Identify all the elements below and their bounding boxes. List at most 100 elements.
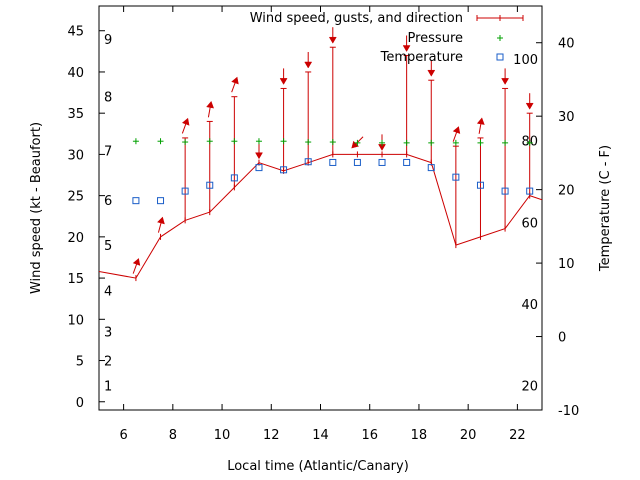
- beaufort-label: 9: [104, 33, 112, 48]
- plot-frame: [98, 5, 543, 411]
- wind-direction-arrow: [132, 258, 141, 274]
- series-layer: [99, 27, 542, 282]
- wind-direction-arrow: [255, 142, 263, 160]
- wind-direction-arrow: [181, 117, 190, 134]
- y2-tick-label: -10: [558, 404, 579, 419]
- fahrenheit-label: 100: [513, 53, 538, 68]
- wind-direction-arrow: [157, 216, 165, 233]
- beaufort-label: 6: [104, 194, 112, 209]
- temperature-point: [501, 187, 509, 195]
- y2-tick-label: 10: [558, 257, 575, 272]
- y-tick-label: 35: [67, 107, 84, 122]
- y2-tick-label: 20: [558, 184, 575, 199]
- beaufort-label: 1: [104, 379, 112, 394]
- pressure-point: [452, 139, 459, 146]
- x-tick-label: 18: [411, 428, 428, 443]
- wind-direction-arrow: [206, 101, 214, 118]
- y-axis-title: Wind speed (kt - Beaufort): [29, 122, 44, 294]
- y-ticks: 0 5 10 15 20 25 30 35 40 45: [67, 25, 105, 411]
- pressure-point: [329, 139, 336, 146]
- wind-direction-arrow: [279, 68, 288, 85]
- temperature-point: [526, 187, 534, 195]
- wind-direction-arrow: [427, 60, 436, 77]
- wind-direction-arrow: [328, 27, 337, 44]
- pressure-point: [526, 139, 533, 146]
- arrow-head: [206, 101, 214, 109]
- pressure-point: [428, 139, 435, 146]
- temperature-point: [132, 197, 140, 205]
- pressure-point: [206, 138, 213, 145]
- temperature-point: [329, 158, 337, 166]
- x-tick-label: 12: [263, 428, 280, 443]
- arrow-head: [304, 61, 313, 69]
- pressure-point: [157, 138, 164, 145]
- temperature-point: [452, 173, 460, 181]
- y2-ticks: -10 0 10 20 30 40: [536, 37, 579, 419]
- fahrenheit-label: 40: [521, 298, 538, 313]
- wind-direction-arrow: [304, 52, 313, 69]
- arrow-head: [525, 102, 534, 110]
- legend-label: Temperature: [380, 50, 463, 65]
- legend-sample-temperature: [496, 53, 504, 61]
- wind-direction-arrow: [351, 136, 364, 149]
- arrow-head: [328, 36, 337, 44]
- y-tick-label: 30: [67, 148, 84, 163]
- wind-direction-arrow: [476, 117, 485, 134]
- temperature-point: [378, 158, 386, 166]
- legend-label: Pressure: [407, 31, 463, 46]
- x-tick-label: 6: [119, 428, 127, 443]
- arrow-head: [351, 140, 359, 149]
- legend-label: Wind speed, gusts, and direction: [250, 11, 463, 26]
- temperature-point: [181, 187, 189, 195]
- temperature-point: [280, 166, 288, 174]
- y-tick-label: 45: [67, 25, 84, 40]
- arrow-head: [182, 117, 190, 126]
- beaufort-label: 2: [104, 355, 112, 370]
- y-tick-label: 5: [76, 355, 84, 370]
- y-tick-label: 40: [67, 66, 84, 81]
- arrow-head: [255, 152, 263, 160]
- pressure-point: [502, 139, 509, 146]
- fahrenheit-label: 20: [521, 380, 538, 395]
- beaufort-label: 3: [104, 326, 112, 341]
- y2-tick-label: 0: [558, 331, 566, 346]
- legend: Wind speed, gusts, and direction Pressure…: [250, 11, 524, 65]
- pressure-point: [255, 138, 262, 145]
- x-ticks: 6 8 10 12 14 16 18 20 22: [119, 6, 526, 443]
- temperature-point: [255, 164, 263, 172]
- pressure-point: [379, 139, 386, 146]
- pressure-point: [477, 139, 484, 146]
- pressure-point: [305, 139, 312, 146]
- arrow-head: [132, 258, 141, 266]
- pressure-point: [354, 139, 361, 146]
- arrow-head: [279, 78, 288, 85]
- temperature-point: [304, 158, 312, 166]
- temperature-point: [427, 164, 435, 172]
- temperature-point: [353, 158, 361, 166]
- wind-direction-arrow: [402, 35, 411, 52]
- temperature-point: [230, 174, 238, 182]
- wind-direction-arrow: [452, 126, 461, 142]
- y-tick-label: 20: [67, 231, 84, 246]
- x-tick-label: 16: [361, 428, 378, 443]
- y-tick-label: 10: [67, 313, 84, 328]
- y2-tick-label: 30: [558, 110, 575, 125]
- x-tick-label: 20: [460, 428, 477, 443]
- arrow-head: [157, 216, 165, 225]
- wind-direction-arrow: [501, 68, 510, 85]
- y2-axis-title: Temperature (C - F): [598, 145, 613, 272]
- wind-direction-arrow: [525, 93, 534, 110]
- pressure-point: [182, 139, 189, 146]
- temperature-point: [206, 181, 214, 189]
- fahrenheit-label: 60: [521, 216, 538, 231]
- x-tick-label: 14: [312, 428, 329, 443]
- temperature-point: [157, 197, 165, 205]
- y-tick-label: 0: [76, 396, 84, 411]
- beaufort-label: 4: [104, 284, 112, 299]
- beaufort-label: 8: [104, 91, 112, 106]
- beaufort-label: 7: [104, 144, 112, 159]
- wind-speed-line: [99, 153, 542, 279]
- beaufort-labels: 1 2 3 4 5 6 7 8 9: [104, 33, 112, 394]
- x-axis-title: Local time (Atlantic/Canary): [227, 459, 409, 474]
